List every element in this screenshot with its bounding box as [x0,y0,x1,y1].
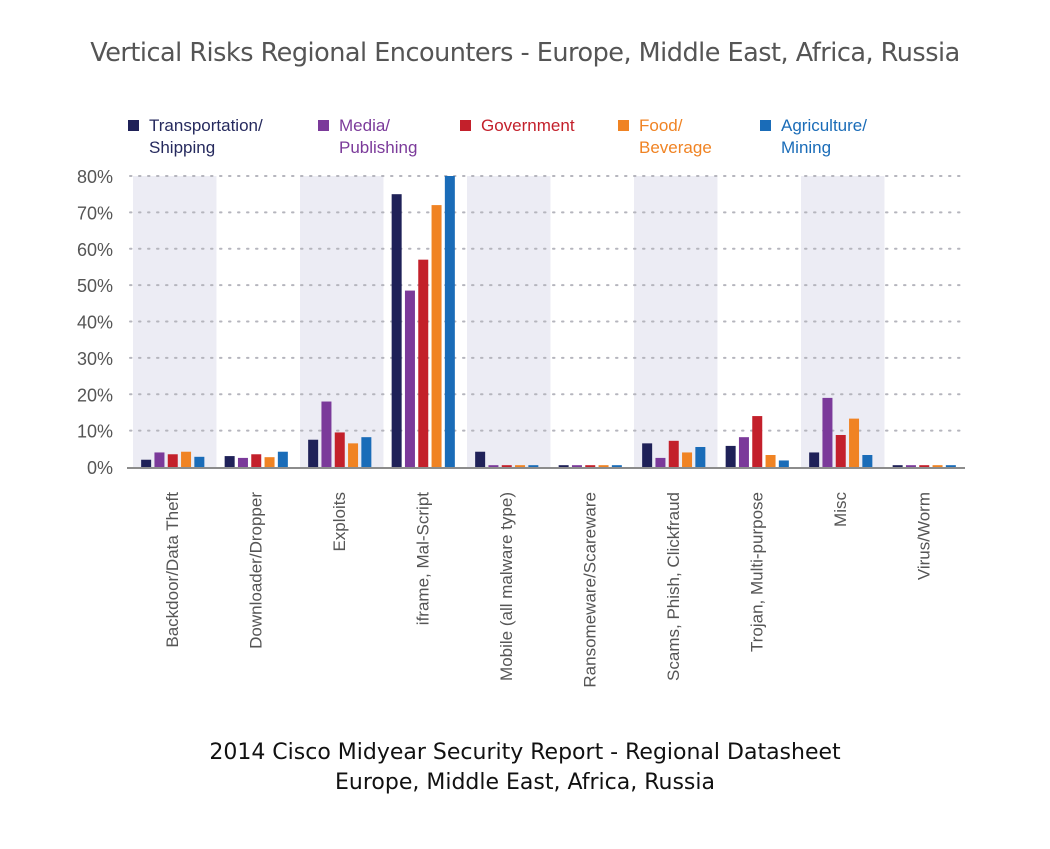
bar [444,176,455,467]
bar [391,194,402,467]
bar [308,439,319,467]
bars [141,176,956,467]
y-axis-ticks: 0% 10% 20% 30% 40% 50% 60% 70% 80% [77,167,113,478]
x-tick-label: Exploits [330,492,349,552]
x-tick-label: Downloader/Dropper [246,492,265,649]
legend-swatch [460,120,471,131]
bar [431,205,442,467]
y-tick-label: 80% [77,167,113,187]
bar [585,465,596,467]
bar [892,465,903,467]
bar [501,465,512,467]
shaded-band [634,176,718,467]
bar [404,290,415,467]
bar [932,465,943,467]
bar [809,452,820,467]
bar [194,456,205,467]
bar [738,437,749,467]
bar [849,418,860,467]
shaded-band [300,176,384,467]
y-tick-label: 10% [77,422,113,442]
bar [695,446,706,467]
chart-title: Vertical Risks Regional Encounters - Eur… [90,38,960,68]
bar [251,454,262,467]
legend-label: Transportation/ Shipping [149,116,263,157]
legend-label: Government [481,116,575,135]
legend-swatch [318,120,329,131]
bar [822,397,833,467]
bar [905,465,916,467]
y-tick-label: 30% [77,349,113,369]
bar [611,465,622,467]
x-tick-label: Ransomeware/Scareware [580,492,599,688]
legend-swatch [760,120,771,131]
bar [835,434,846,467]
x-tick-label: Misc [831,492,850,527]
x-tick-label: Trojan, Multi-purpose [747,492,766,652]
bar [418,259,429,467]
bar [488,465,499,467]
bar [321,401,332,467]
y-tick-label: 60% [77,240,113,260]
x-tick-label: iframe, Mal-Script [413,492,432,625]
legend-swatch [618,120,629,131]
bar [765,454,776,467]
bar [361,437,372,467]
y-tick-label: 50% [77,276,113,296]
bar [154,452,165,467]
bar [642,443,653,467]
bar [348,443,359,467]
x-tick-label: Scams, Phish, Clickfraud [664,492,683,681]
x-axis-ticks: Backdoor/Data Theft Downloader/Dropper Exp… [163,492,934,688]
bar [682,452,693,467]
bar [725,445,736,467]
bar [515,465,526,467]
bar [224,456,235,467]
bar [862,454,873,467]
bar [167,454,178,467]
bar [945,465,956,467]
bar [919,465,930,467]
x-tick-label: Backdoor/Data Theft [163,492,182,648]
y-tick-label: 40% [77,313,113,333]
x-tick-label: Mobile (all malware type) [497,492,516,681]
legend-swatch [128,120,139,131]
legend-label: Food/ Beverage [639,116,712,157]
bar [655,457,666,467]
y-tick-label: 70% [77,203,113,223]
bar [778,460,789,467]
bar [181,451,192,467]
bar [141,459,152,467]
legend-label: Media/ Publishing [339,116,418,157]
bar [668,440,679,467]
footer-line-1: 2014 Cisco Midyear Security Report - Reg… [209,740,841,765]
y-tick-label: 20% [77,385,113,405]
bar [752,416,763,467]
bar [237,457,248,467]
bar [558,465,569,467]
bar [528,465,539,467]
footer: 2014 Cisco Midyear Security Report - Reg… [0,738,1050,798]
bar [598,465,609,467]
bar [571,465,582,467]
bar [475,451,486,467]
bar [334,432,345,467]
bar [277,451,288,467]
bar [264,457,275,467]
y-tick-label: 0% [87,458,113,478]
x-tick-label: Virus/Worm [914,492,933,580]
legend-label: Agriculture/ Mining [781,116,867,157]
footer-line-2: Europe, Middle East, Africa, Russia [335,770,715,795]
